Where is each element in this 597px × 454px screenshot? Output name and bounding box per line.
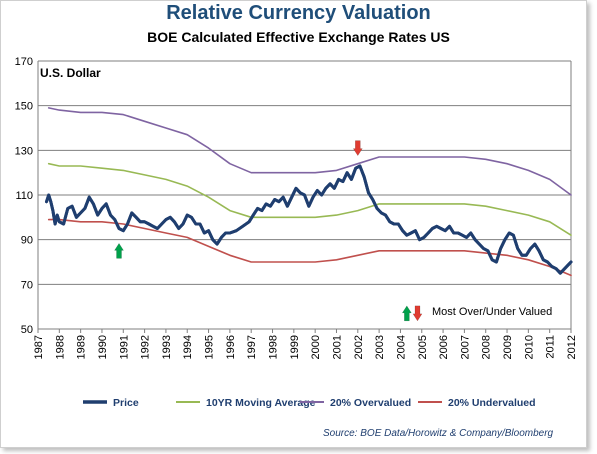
x-tick-label: 2006 (438, 335, 450, 359)
x-tick-label: 1989 (76, 335, 88, 359)
x-tick-label: 2000 (310, 335, 322, 359)
x-tick-label: 2001 (331, 335, 343, 359)
y-tick-label: 70 (21, 279, 33, 291)
x-tick-label: 1987 (33, 335, 45, 359)
x-tick-label: 2009 (502, 335, 514, 359)
y-tick-label: 150 (15, 101, 33, 113)
x-tick-label: 2002 (353, 335, 365, 359)
x-tick-label: 2008 (481, 335, 493, 359)
x-tick-label: 2003 (374, 335, 386, 359)
overvalued-arrow-icon (352, 140, 363, 157)
source-note: Source: BOE Data/Horowitz & Company/Bloo… (323, 428, 554, 439)
x-tick-label: 2007 (459, 335, 471, 359)
x-tick-label: 2011 (545, 335, 557, 359)
x-tick-label: 1996 (225, 335, 237, 359)
series-line-price-top (45, 164, 573, 275)
series-label: U.S. Dollar (40, 66, 101, 80)
x-tick-label: 1993 (161, 335, 173, 359)
series-line-10yr-moving-average (47, 162, 572, 236)
legend-label: 20% Overvalued (330, 397, 411, 409)
x-tick-label: 1997 (246, 335, 258, 359)
x-tick-label: 2004 (395, 335, 407, 359)
x-tick-label: 1990 (97, 335, 109, 359)
x-tick-label: 1995 (204, 335, 216, 359)
y-tick-label: 170 (15, 56, 33, 68)
y-tick-label: 50 (21, 324, 33, 336)
down-arrow-icon (412, 305, 423, 322)
chart-title: Relative Currency Valuation (166, 2, 431, 24)
x-tick-label: 2012 (566, 335, 578, 359)
up-arrow-icon (401, 305, 412, 322)
legend-label: 20% Undervalued (448, 397, 536, 409)
series-line-20-overvalued (47, 107, 572, 196)
x-tick-label: 2010 (523, 335, 535, 359)
series-line-20-undervalued (47, 218, 572, 277)
x-tick-label: 1992 (140, 335, 152, 359)
x-tick-label: 1998 (268, 335, 280, 359)
y-tick-label: 90 (21, 235, 33, 247)
legend-label: 10YR Moving Average (206, 397, 316, 409)
x-tick-label: 1988 (54, 335, 66, 359)
chart-frame (0, 0, 587, 448)
undervalued-arrow-icon (114, 242, 124, 259)
chart-subtitle: BOE Calculated Effective Exchange Rates … (147, 29, 450, 45)
x-tick-label: 1999 (289, 335, 301, 359)
x-tick-label: 2005 (417, 335, 429, 359)
x-tick-label: 1994 (182, 335, 194, 359)
y-tick-label: 110 (15, 190, 33, 202)
x-tick-label: 1991 (118, 335, 130, 359)
y-tick-label: 130 (15, 145, 33, 157)
annotation-label: Most Over/Under Valued (432, 306, 553, 318)
legend-label: Price (113, 397, 139, 409)
